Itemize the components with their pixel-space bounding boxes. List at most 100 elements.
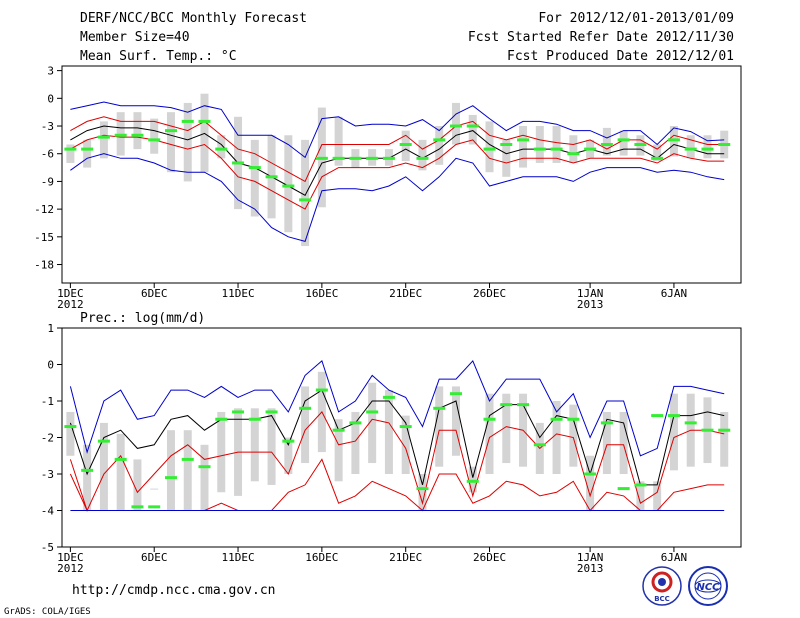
temp-median-day-2: [81, 147, 94, 151]
temp-box-day-17: [334, 116, 343, 166]
temp-median-day-5: [131, 133, 144, 137]
prec-box-day-26: [485, 393, 494, 474]
prec-median-day-10: [215, 417, 228, 421]
prec-ytick-label: -5: [41, 541, 54, 554]
temp-median-day-29: [533, 147, 546, 151]
temp-median-day-24: [449, 124, 462, 128]
temp-box-day-5: [133, 112, 142, 150]
temp-median-day-7: [164, 129, 177, 133]
temp-ytick-label: -12: [34, 203, 54, 216]
prec-median-day-5: [131, 505, 144, 509]
prec-box-day-4: [116, 433, 125, 511]
prec-median-day-26: [483, 417, 496, 421]
temp-line-mean: [70, 125, 725, 196]
temp-median-day-31: [567, 152, 580, 156]
temp-median-day-6: [148, 138, 161, 142]
prec-xtick-year: 2013: [577, 562, 604, 575]
prec-median-day-9: [198, 465, 211, 469]
temp-ytick-label: 0: [47, 92, 54, 105]
temp-box-day-12: [250, 139, 259, 217]
temp-box-day-34: [619, 130, 628, 156]
prec-xtick-label: 26DEC: [473, 551, 506, 564]
temp-median-day-26: [483, 147, 496, 151]
prec-box-day-5: [133, 459, 142, 511]
temp-median-day-34: [617, 138, 630, 142]
temp-median-day-25: [466, 124, 479, 128]
prec-box-day-22: [418, 474, 427, 511]
temp-box-day-1: [66, 144, 75, 163]
temp-median-day-39: [701, 147, 714, 151]
prec-ytick-label: -1: [41, 395, 54, 408]
temp-box-day-31: [569, 135, 578, 163]
prec-box-day-10: [217, 411, 226, 493]
produced-date: Fcst Produced Date 2012/12/01: [507, 49, 734, 64]
prec-line-mean: [69, 389, 725, 486]
temp-box-day-27: [502, 139, 511, 177]
refer-date: Fcst Started Refer Date 2012/11/30: [468, 30, 734, 45]
prec-median-day-22: [416, 487, 429, 491]
prec-ytick-label: -2: [41, 432, 54, 445]
temp-xtick-label: 16DEC: [305, 287, 338, 300]
prec-box-day-34: [619, 411, 628, 474]
temp-median-day-17: [332, 156, 345, 160]
temp-median-day-28: [517, 138, 530, 142]
prec-median-day-30: [550, 417, 563, 421]
temp-xtick-label: 26DEC: [473, 287, 506, 300]
temp-median-day-30: [550, 147, 563, 151]
temp-box-day-38: [686, 135, 695, 159]
prec-xtick-label: 6JAN: [661, 551, 688, 564]
temp-median-day-18: [349, 156, 362, 160]
prec-xtick-year: 2012: [57, 562, 84, 575]
prec-median-day-20: [382, 395, 395, 399]
temp-median-day-38: [684, 147, 697, 151]
temp-box-day-22: [418, 139, 427, 171]
ncc-logo: NCC: [688, 566, 728, 606]
prec-ytick-label: 1: [47, 322, 54, 335]
prec-box-day-35: [636, 481, 645, 511]
temp-ytick-label: -3: [41, 120, 54, 133]
prec-median-day-12: [248, 417, 261, 421]
prec-box-day-36: [653, 481, 662, 511]
temp-box-day-23: [435, 126, 444, 165]
temp-median-day-14: [282, 184, 295, 188]
prec-median-day-25: [466, 479, 479, 483]
temp-median-day-3: [97, 135, 110, 139]
prec-box-day-19: [368, 382, 377, 464]
temp-median-day-23: [433, 138, 446, 142]
temp-median-day-37: [667, 138, 680, 142]
prec-box-day-9: [200, 444, 209, 511]
temp-median-day-20: [382, 156, 395, 160]
temp-box-day-25: [468, 114, 477, 145]
source-url[interactable]: http://cmdp.ncc.cma.gov.cn: [72, 583, 276, 598]
temp-box-day-33: [602, 127, 611, 156]
temp-median-day-19: [366, 156, 379, 160]
prec-box-day-25: [468, 466, 477, 493]
temp-median-day-27: [500, 142, 513, 146]
prec-median-day-4: [114, 457, 127, 461]
temp-xtick-label: 1JAN: [577, 287, 604, 300]
forecast-period: For 2012/12/01-2013/01/09: [538, 11, 734, 26]
prec-median-day-31: [567, 417, 580, 421]
temp-box-day-30: [552, 126, 561, 163]
prec-box-day-17: [334, 419, 343, 482]
temp-xtick-label: 21DEC: [389, 287, 422, 300]
temp-median-day-12: [248, 166, 261, 170]
prec-box-day-21: [401, 415, 410, 474]
prec-box-day-32: [586, 455, 595, 511]
prec-median-day-18: [349, 421, 362, 425]
bcc-logo-text: BCC: [654, 595, 670, 603]
temp-frame: [61, 65, 742, 284]
prec-median-day-8: [181, 457, 194, 461]
prec-ytick-label: 0: [47, 359, 54, 372]
prec-median-day-6: [148, 505, 161, 509]
temp-xtick-year: 2012: [57, 298, 84, 311]
grads-credit: GrADS: COLA/IGES: [4, 607, 91, 617]
temp-ytick-label: -6: [41, 148, 54, 161]
prec-box-day-8: [183, 430, 192, 511]
prec-box-day-20: [384, 390, 393, 474]
prec-median-day-40: [718, 428, 731, 432]
prec-median-day-39: [701, 428, 714, 432]
prec-box-day-37: [669, 393, 678, 471]
prec-line-max: [69, 359, 725, 457]
